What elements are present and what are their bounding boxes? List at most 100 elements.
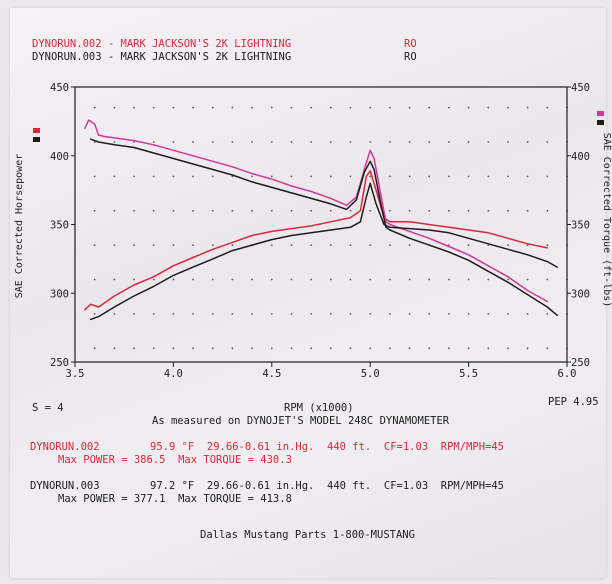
series-line-dynorun-002-horsepower (84, 170, 549, 311)
grid-dot (133, 347, 135, 350)
x-tick-label: 4.0 (164, 368, 183, 380)
grid-dot (192, 313, 195, 315)
grid-dot (93, 244, 96, 247)
grid-dot (329, 209, 332, 212)
chart-subtitle: As measured on DYNOJET'S MODEL 248C DYNA… (152, 415, 450, 427)
grid-dot (467, 106, 470, 109)
y-tick-label-left: 250 (50, 357, 69, 369)
grid-dot (507, 244, 509, 247)
grid-dot (152, 244, 155, 247)
grid-dot (152, 141, 155, 143)
grid-dot (310, 141, 313, 143)
grid-dot (546, 244, 549, 247)
grid-dot (251, 175, 254, 178)
x-tick-label: 3.5 (66, 368, 85, 380)
grid-dot (172, 278, 175, 281)
grid-dot (251, 347, 254, 350)
grid-dot (133, 278, 135, 281)
grid-dot (448, 106, 450, 109)
grid-dot (467, 141, 470, 143)
legend-swatch-run2-right (597, 120, 604, 125)
grid-dot (526, 313, 529, 315)
grid-dot (93, 347, 96, 350)
grid-dot (290, 175, 293, 178)
grid-dot (270, 141, 273, 143)
pep-label: PEP 4.95 (548, 396, 599, 408)
grid-dot (251, 278, 254, 281)
y-axis-label-right: SAE Corrected Torque (ft-lbs) (601, 133, 612, 308)
grid-dot (546, 313, 549, 315)
grid-dot (349, 313, 352, 315)
grid-dot (152, 347, 155, 350)
grid-dot (487, 106, 490, 109)
grid-dot (133, 106, 135, 109)
grid-dot (329, 313, 332, 315)
grid-dot (507, 313, 509, 315)
grid-dot (349, 244, 352, 247)
run1-info-name: DYNORUN.002 (30, 441, 100, 453)
grid-dot (152, 313, 155, 315)
grid-dot (310, 175, 313, 178)
run2-title: DYNORUN.003 - MARK JACKSON'S 2K LIGHTNIN… (32, 51, 292, 63)
grid-dot (113, 209, 116, 212)
grid-dot (349, 141, 352, 143)
grid-dot (270, 175, 273, 178)
grid-dot (310, 244, 313, 247)
grid-dot (467, 175, 470, 178)
grid-dot (428, 209, 431, 212)
grid-dot (448, 313, 450, 315)
grid-dot (369, 313, 372, 315)
grid-dot (369, 278, 372, 281)
grid-dot (546, 278, 549, 281)
grid-dot (113, 347, 116, 350)
x-tick-label: 6.0 (558, 368, 577, 380)
grid-dot (133, 175, 135, 178)
grid-dot (408, 313, 411, 315)
grid-dot (329, 106, 332, 109)
grid-dot (152, 175, 155, 178)
x-tick-label: 4.5 (262, 368, 281, 380)
y-tick-label-left: 450 (50, 82, 69, 94)
grid-dot (467, 244, 470, 247)
grid-dot (389, 106, 391, 109)
grid-dot (487, 209, 490, 212)
grid-dot (487, 175, 490, 178)
grid-dot (172, 347, 175, 350)
grid-dot (133, 209, 135, 212)
grid-dot (349, 209, 352, 212)
grid-dot (448, 347, 450, 350)
grid-dot (349, 175, 352, 178)
legend-swatch-run1-right (597, 111, 604, 116)
grid-dot (270, 106, 273, 109)
grid-dot (251, 141, 254, 143)
x-axis-label: RPM (x1000) (284, 402, 354, 414)
grid-dot (211, 278, 214, 281)
grid-dot (329, 141, 332, 143)
grid-dot (448, 209, 450, 212)
grid-dot (408, 141, 411, 143)
footer-text: Dallas Mustang Parts 1-800-MUSTANG (200, 529, 415, 541)
grid-dot (408, 209, 411, 212)
grid-dot (310, 106, 313, 109)
grid-dot (211, 141, 214, 143)
grid-dot (270, 278, 273, 281)
grid-dot (290, 141, 293, 143)
grid-dot (448, 278, 450, 281)
grid-dot (467, 313, 470, 315)
grid-dot (310, 209, 313, 212)
grid-dot (192, 175, 195, 178)
grid-dot (172, 141, 175, 143)
grid-dot (389, 141, 391, 143)
grid-dot (329, 244, 332, 247)
y-tick-label-left: 400 (50, 151, 69, 163)
x-tick-label: 5.0 (361, 368, 380, 380)
grid-dot (231, 141, 234, 143)
grid-dot (93, 175, 96, 178)
grid-dot (93, 106, 96, 109)
grid-dot (192, 244, 195, 247)
grid-dot (507, 175, 509, 178)
grid-dot (408, 106, 411, 109)
grid-dot (546, 347, 549, 350)
grid-dot (310, 278, 313, 281)
